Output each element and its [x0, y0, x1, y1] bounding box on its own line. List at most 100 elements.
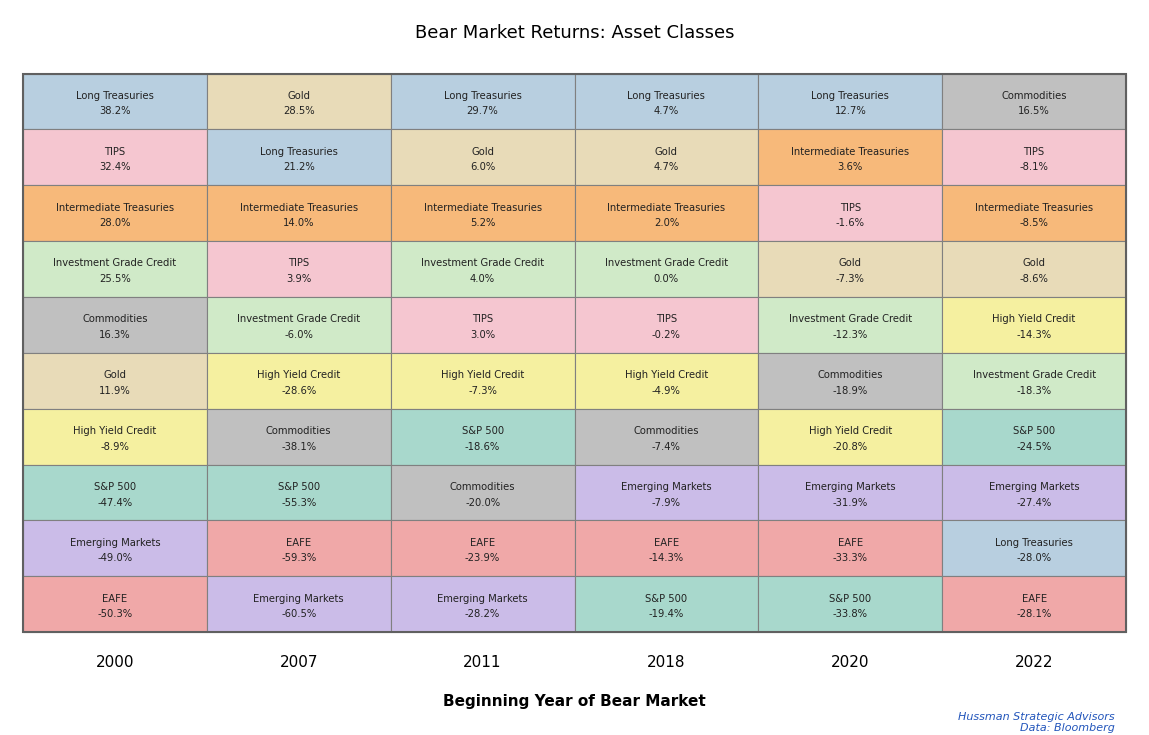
- Text: -28.2%: -28.2%: [465, 609, 500, 619]
- Text: Hussman Strategic Advisors: Hussman Strategic Advisors: [958, 711, 1115, 722]
- Text: -28.1%: -28.1%: [1017, 609, 1051, 619]
- Text: Emerging Markets: Emerging Markets: [254, 594, 344, 603]
- Text: -49.0%: -49.0%: [98, 553, 132, 563]
- Text: -50.3%: -50.3%: [98, 609, 132, 619]
- Text: TIPS: TIPS: [472, 315, 493, 324]
- Text: Emerging Markets: Emerging Markets: [989, 482, 1079, 492]
- Text: Investment Grade Credit: Investment Grade Credit: [421, 259, 545, 268]
- Text: -28.0%: -28.0%: [1017, 553, 1051, 563]
- Text: -4.9%: -4.9%: [651, 386, 681, 395]
- Text: 2000: 2000: [95, 656, 134, 670]
- Text: TIPS: TIPS: [105, 147, 125, 157]
- Text: Gold: Gold: [655, 147, 678, 157]
- Text: Investment Grade Credit: Investment Grade Credit: [237, 315, 361, 324]
- Text: 28.5%: 28.5%: [283, 107, 315, 116]
- Text: S&P 500: S&P 500: [278, 482, 319, 492]
- Text: High Yield Credit: High Yield Credit: [441, 370, 524, 380]
- Text: 4.0%: 4.0%: [470, 274, 495, 284]
- Text: High Yield Credit: High Yield Credit: [993, 315, 1075, 324]
- Text: -12.3%: -12.3%: [833, 330, 867, 340]
- Text: 38.2%: 38.2%: [99, 107, 131, 116]
- Text: 12.7%: 12.7%: [834, 107, 866, 116]
- Text: -33.8%: -33.8%: [833, 609, 867, 619]
- Text: Long Treasuries: Long Treasuries: [627, 91, 705, 101]
- Text: 4.7%: 4.7%: [654, 162, 679, 172]
- Text: -7.3%: -7.3%: [468, 386, 498, 395]
- Text: S&P 500: S&P 500: [830, 594, 871, 603]
- Text: Beginning Year of Bear Market: Beginning Year of Bear Market: [444, 695, 705, 709]
- Text: -38.1%: -38.1%: [282, 442, 316, 451]
- Text: -14.3%: -14.3%: [649, 553, 684, 563]
- Text: Bear Market Returns: Asset Classes: Bear Market Returns: Asset Classes: [415, 24, 734, 42]
- Text: Gold: Gold: [839, 259, 862, 268]
- Text: -1.6%: -1.6%: [835, 218, 865, 228]
- Text: 16.5%: 16.5%: [1018, 107, 1050, 116]
- Text: High Yield Credit: High Yield Credit: [257, 370, 340, 380]
- Text: 4.7%: 4.7%: [654, 107, 679, 116]
- Text: -20.8%: -20.8%: [833, 442, 867, 451]
- Text: High Yield Credit: High Yield Credit: [625, 370, 708, 380]
- Text: Long Treasuries: Long Treasuries: [995, 538, 1073, 548]
- Text: EAFE: EAFE: [286, 538, 311, 548]
- Text: TIPS: TIPS: [656, 315, 677, 324]
- Text: -19.4%: -19.4%: [649, 609, 684, 619]
- Text: 21.2%: 21.2%: [283, 162, 315, 172]
- Text: Gold: Gold: [287, 91, 310, 101]
- Text: TIPS: TIPS: [840, 203, 861, 212]
- Text: 2020: 2020: [831, 656, 870, 670]
- Text: -59.3%: -59.3%: [282, 553, 316, 563]
- Text: Commodities: Commodities: [817, 370, 884, 380]
- Text: -8.1%: -8.1%: [1019, 162, 1049, 172]
- Text: TIPS: TIPS: [1024, 147, 1044, 157]
- Text: -47.4%: -47.4%: [98, 498, 132, 507]
- Text: 0.0%: 0.0%: [654, 274, 679, 284]
- Text: TIPS: TIPS: [288, 259, 309, 268]
- Text: EAFE: EAFE: [1021, 594, 1047, 603]
- Text: Emerging Markets: Emerging Markets: [70, 538, 160, 548]
- Text: -7.3%: -7.3%: [835, 274, 865, 284]
- Text: Commodities: Commodities: [449, 482, 516, 492]
- Text: Emerging Markets: Emerging Markets: [805, 482, 895, 492]
- Text: Intermediate Treasuries: Intermediate Treasuries: [56, 203, 173, 212]
- Text: S&P 500: S&P 500: [462, 426, 503, 436]
- Text: 3.0%: 3.0%: [470, 330, 495, 340]
- Text: Investment Grade Credit: Investment Grade Credit: [604, 259, 728, 268]
- Text: -33.3%: -33.3%: [833, 553, 867, 563]
- Text: -24.5%: -24.5%: [1017, 442, 1051, 451]
- Text: S&P 500: S&P 500: [94, 482, 136, 492]
- Text: -0.2%: -0.2%: [651, 330, 681, 340]
- Text: Gold: Gold: [471, 147, 494, 157]
- Text: Intermediate Treasuries: Intermediate Treasuries: [240, 203, 357, 212]
- Text: -60.5%: -60.5%: [282, 609, 316, 619]
- Text: EAFE: EAFE: [838, 538, 863, 548]
- Text: 29.7%: 29.7%: [466, 107, 499, 116]
- Text: -18.3%: -18.3%: [1017, 386, 1051, 395]
- Text: Commodities: Commodities: [633, 426, 700, 436]
- Text: High Yield Credit: High Yield Credit: [809, 426, 892, 436]
- Text: EAFE: EAFE: [654, 538, 679, 548]
- Text: Emerging Markets: Emerging Markets: [622, 482, 711, 492]
- Text: Emerging Markets: Emerging Markets: [438, 594, 527, 603]
- Text: -28.6%: -28.6%: [282, 386, 316, 395]
- Text: 25.5%: 25.5%: [99, 274, 131, 284]
- Text: -6.0%: -6.0%: [284, 330, 314, 340]
- Text: 32.4%: 32.4%: [99, 162, 131, 172]
- Text: EAFE: EAFE: [470, 538, 495, 548]
- Text: 2018: 2018: [647, 656, 686, 670]
- Text: 6.0%: 6.0%: [470, 162, 495, 172]
- Text: 11.9%: 11.9%: [99, 386, 131, 395]
- Text: Investment Grade Credit: Investment Grade Credit: [972, 370, 1096, 380]
- Text: -14.3%: -14.3%: [1017, 330, 1051, 340]
- Text: S&P 500: S&P 500: [1013, 426, 1055, 436]
- Text: Commodities: Commodities: [1001, 91, 1067, 101]
- Text: -20.0%: -20.0%: [465, 498, 500, 507]
- Text: -31.9%: -31.9%: [833, 498, 867, 507]
- Text: 2007: 2007: [279, 656, 318, 670]
- Text: Intermediate Treasuries: Intermediate Treasuries: [608, 203, 725, 212]
- Text: 16.3%: 16.3%: [99, 330, 131, 340]
- Text: Investment Grade Credit: Investment Grade Credit: [788, 315, 912, 324]
- Text: Commodities: Commodities: [265, 426, 332, 436]
- Text: Intermediate Treasuries: Intermediate Treasuries: [792, 147, 909, 157]
- Text: 3.9%: 3.9%: [286, 274, 311, 284]
- Text: -8.6%: -8.6%: [1019, 274, 1049, 284]
